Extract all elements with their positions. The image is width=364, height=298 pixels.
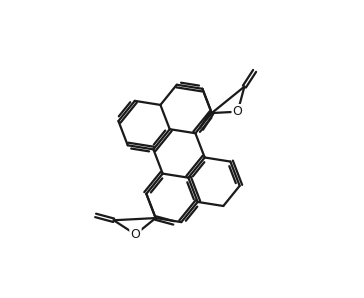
Text: O: O xyxy=(131,228,141,241)
Text: O: O xyxy=(233,105,243,118)
